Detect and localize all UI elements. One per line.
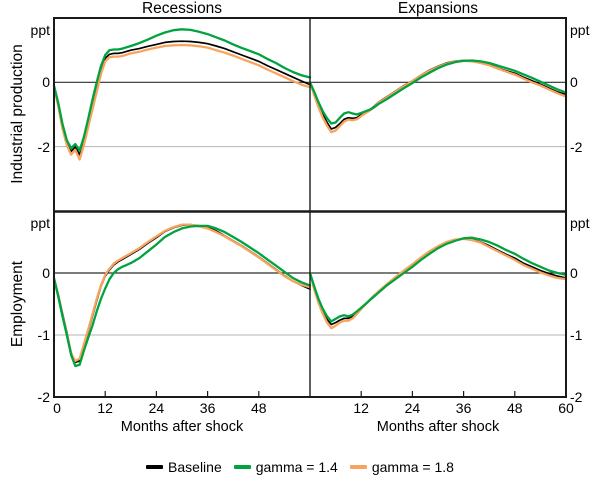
y-tick-label: 0: [42, 74, 50, 91]
y-tick-label: -2: [37, 389, 50, 405]
x-tick-label: 48: [251, 400, 267, 416]
row-label-employment: Employment: [9, 260, 26, 348]
x-tick-label: 12: [353, 400, 369, 416]
y-tick-label: -2: [570, 389, 583, 405]
unit-label: ppt: [30, 215, 50, 231]
x-tick-label: 12: [97, 400, 113, 416]
legend-swatch-icon: [349, 465, 367, 469]
legend-item: gamma = 1.8: [349, 459, 454, 475]
unit-label: ppt: [30, 22, 50, 38]
y-tick-label: -2: [37, 138, 50, 155]
x-axis-title-left: Months after shock: [120, 419, 244, 435]
y-tick-label: -2: [570, 138, 583, 155]
legend: Baseline gamma = 1.4 gamma = 1.8: [0, 459, 600, 475]
y-tick-label: -1: [37, 327, 50, 343]
x-tick-label: 36: [455, 400, 472, 416]
x-tick-label: 48: [507, 400, 523, 416]
unit-label: ppt: [570, 22, 590, 38]
column-title-expansions: Expansions: [397, 0, 479, 17]
legend-item: gamma = 1.4: [233, 459, 338, 475]
x-axis-title-right: Months after shock: [376, 419, 500, 435]
column-title-recessions: Recessions: [141, 0, 223, 17]
x-tick-label: 36: [199, 400, 216, 416]
y-tick-label: 0: [42, 265, 50, 281]
x-tick-label: 0: [53, 400, 61, 416]
y-tick-label: -1: [570, 327, 583, 343]
y-tick-label: 0: [570, 265, 578, 281]
x-tick-label: 24: [404, 400, 421, 416]
legend-label: Baseline: [168, 459, 222, 475]
legend-label: gamma = 1.8: [371, 459, 454, 475]
legend-item: Baseline: [146, 459, 222, 475]
legend-swatch-icon: [146, 465, 164, 469]
unit-label: ppt: [570, 215, 590, 231]
x-tick-label: 24: [148, 400, 165, 416]
legend-label: gamma = 1.4: [255, 459, 338, 475]
x-tick-label: 60: [558, 400, 574, 416]
legend-swatch-icon: [233, 465, 251, 469]
y-tick-label: 0: [570, 74, 578, 91]
